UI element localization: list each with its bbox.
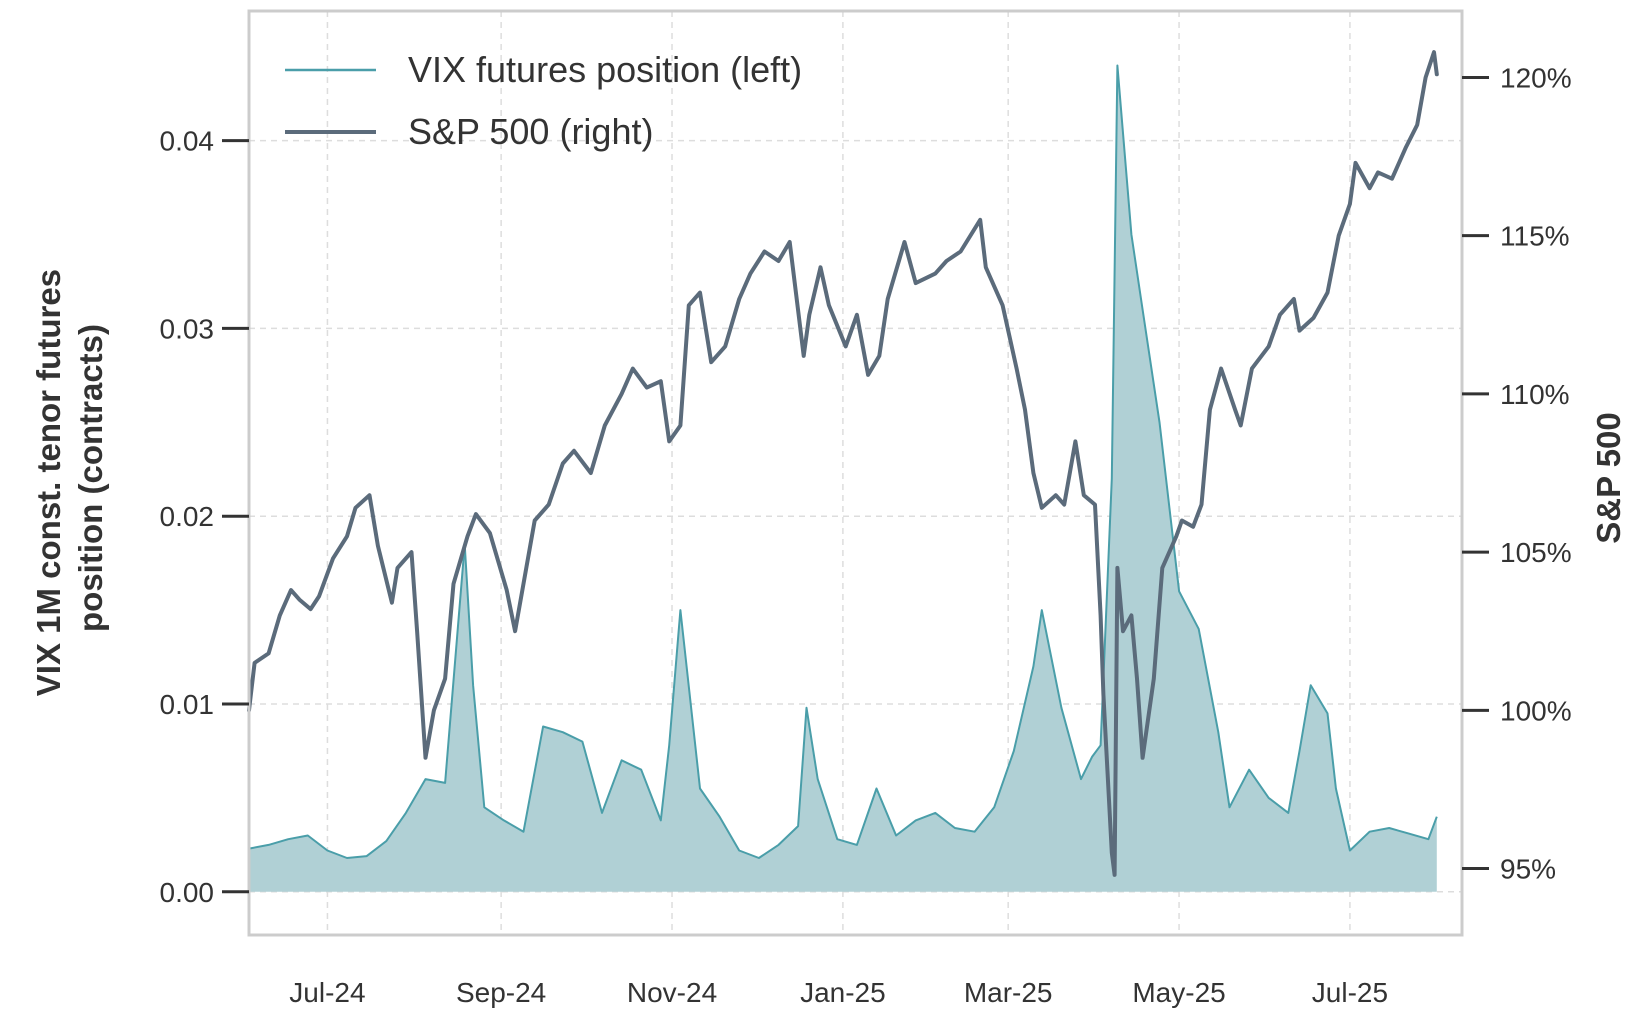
x-tick-label: Jul-25 xyxy=(1312,977,1388,1008)
legend: VIX futures position (left) S&P 500 (righ… xyxy=(285,49,802,152)
y-axis-left-title: VIX 1M const. tenor futures position (co… xyxy=(30,260,109,696)
y-left-tick-label: 0.02 xyxy=(160,501,215,532)
y-right-tick-label: 95% xyxy=(1500,854,1556,885)
x-tick-label: Jan-25 xyxy=(800,977,886,1008)
y-left-tick-label: 0.00 xyxy=(160,877,215,908)
y-left-tick-label: 0.04 xyxy=(160,126,215,157)
y-axis-right: 95% 100% 105% 110% 115% 120% xyxy=(1462,62,1572,885)
y-right-tick-label: 105% xyxy=(1500,537,1572,568)
vix-position-area xyxy=(249,65,1437,892)
y-axis-left-title-line-1: VIX 1M const. tenor futures xyxy=(30,269,67,696)
grid-lines xyxy=(249,11,1462,935)
y-axis-left-title-line-2: position (contracts) xyxy=(72,324,109,632)
legend-entry-label: VIX futures position (left) xyxy=(408,49,802,90)
x-tick-label: Mar-25 xyxy=(964,977,1053,1008)
y-right-tick-label: 100% xyxy=(1500,695,1572,726)
y-right-tick-label: 110% xyxy=(1500,379,1570,410)
legend-entry-label: S&P 500 (right) xyxy=(408,111,653,152)
x-tick-label: Nov-24 xyxy=(627,977,717,1008)
y-right-tick-label: 115% xyxy=(1500,221,1570,252)
y-axis-left: 0.00 0.01 0.02 0.03 0.04 xyxy=(160,126,249,908)
y-left-tick-label: 0.03 xyxy=(160,313,215,344)
plot-frame xyxy=(247,9,1464,937)
sp500-line xyxy=(247,50,1439,877)
x-tick-label: Jul-24 xyxy=(289,977,365,1008)
x-axis: Jul-24 Sep-24 Nov-24 Jan-25 Mar-25 May-25 Jul-… xyxy=(289,977,1388,1008)
y-right-tick-label: 120% xyxy=(1500,62,1572,93)
x-tick-label: Sep-24 xyxy=(456,977,546,1008)
y-left-tick-label: 0.01 xyxy=(160,689,215,720)
series-layer xyxy=(247,50,1439,892)
x-tick-label: May-25 xyxy=(1132,977,1225,1008)
y-axis-right-title: S&P 500 xyxy=(1590,412,1627,543)
vix-position-line xyxy=(248,64,1438,859)
